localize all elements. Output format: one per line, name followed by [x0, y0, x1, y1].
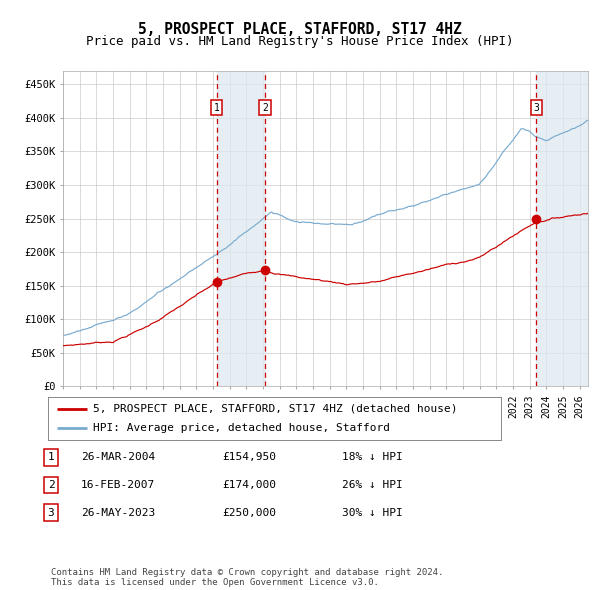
Bar: [536, 71, 588, 386]
Text: £154,950: £154,950: [222, 453, 276, 462]
Text: 2: 2: [262, 103, 268, 113]
Text: Contains HM Land Registry data © Crown copyright and database right 2024.
This d: Contains HM Land Registry data © Crown c…: [51, 568, 443, 587]
Text: 30% ↓ HPI: 30% ↓ HPI: [342, 508, 403, 517]
Text: 16-FEB-2007: 16-FEB-2007: [81, 480, 155, 490]
Text: 3: 3: [47, 508, 55, 517]
Text: £250,000: £250,000: [222, 508, 276, 517]
Text: £174,000: £174,000: [222, 480, 276, 490]
Text: HPI: Average price, detached house, Stafford: HPI: Average price, detached house, Staf…: [94, 423, 391, 433]
Text: 2: 2: [47, 480, 55, 490]
Text: 18% ↓ HPI: 18% ↓ HPI: [342, 453, 403, 462]
Text: 5, PROSPECT PLACE, STAFFORD, ST17 4HZ (detached house): 5, PROSPECT PLACE, STAFFORD, ST17 4HZ (d…: [94, 404, 458, 414]
Text: 5, PROSPECT PLACE, STAFFORD, ST17 4HZ: 5, PROSPECT PLACE, STAFFORD, ST17 4HZ: [138, 22, 462, 37]
Bar: [217, 71, 265, 386]
Text: 26-MAR-2004: 26-MAR-2004: [81, 453, 155, 462]
Text: 1: 1: [47, 453, 55, 462]
Bar: [536, 71, 588, 386]
Text: 26% ↓ HPI: 26% ↓ HPI: [342, 480, 403, 490]
Text: Price paid vs. HM Land Registry's House Price Index (HPI): Price paid vs. HM Land Registry's House …: [86, 35, 514, 48]
Text: 26-MAY-2023: 26-MAY-2023: [81, 508, 155, 517]
Text: 3: 3: [533, 103, 539, 113]
Text: 1: 1: [214, 103, 220, 113]
